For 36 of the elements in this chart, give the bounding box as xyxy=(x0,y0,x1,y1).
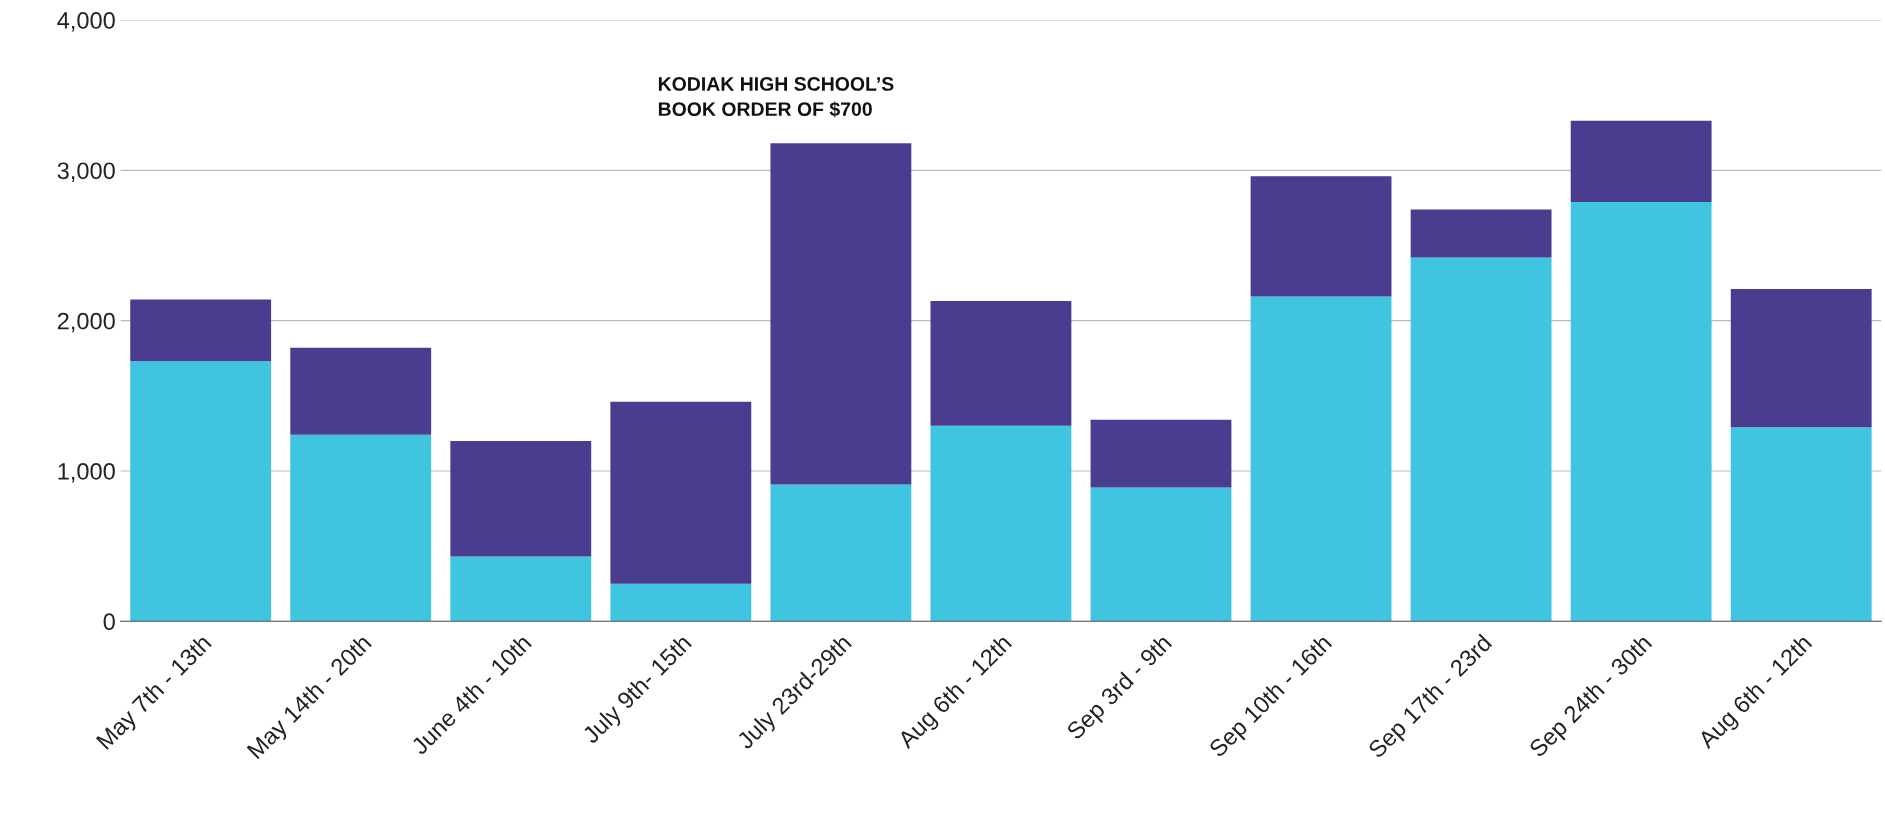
x-tick-label: Sep 10th - 16th xyxy=(1207,633,1336,762)
bar xyxy=(450,440,592,557)
bar xyxy=(130,361,272,622)
y-tick-label: 1,000 xyxy=(58,463,115,483)
bar xyxy=(290,347,432,435)
y-tick-label: 0 xyxy=(103,613,115,631)
bar xyxy=(450,556,592,622)
x-tick-label: Sep 24th - 30th xyxy=(1527,633,1656,762)
bar xyxy=(610,583,752,622)
bar xyxy=(1090,487,1232,622)
bar xyxy=(930,425,1072,622)
annotation: KODIAK HIGH SCHOOL’S BOOK ORDER OF $700 xyxy=(658,77,894,118)
bar xyxy=(1250,296,1392,622)
bar xyxy=(130,299,272,362)
bar xyxy=(1730,289,1872,428)
bar xyxy=(1570,120,1712,202)
bar xyxy=(770,484,912,622)
x-tick-label: May 7th - 13th xyxy=(95,633,216,754)
bar xyxy=(1410,209,1552,258)
x-tick-label: Sep 3rd - 9th xyxy=(1065,633,1176,744)
y-tick-label: 2,000 xyxy=(57,312,115,333)
y-tick-label: 3,000 xyxy=(57,162,115,182)
bar xyxy=(610,401,752,584)
x-tick-label: Aug 6th - 12th xyxy=(1696,633,1816,753)
x-tick-label: Aug 6th - 12th xyxy=(896,633,1016,753)
x-tick-label: July 9th- 15th xyxy=(580,633,696,748)
bar xyxy=(770,143,912,485)
bar xyxy=(1250,176,1392,297)
bar xyxy=(1570,201,1712,622)
bar xyxy=(290,434,432,622)
bar xyxy=(1410,257,1552,622)
bar xyxy=(1730,427,1872,622)
x-tick-label: May 14th - 20th xyxy=(246,633,376,763)
bar xyxy=(930,301,1072,426)
bar xyxy=(1090,419,1232,488)
y-tick-label: 4,000 xyxy=(57,12,115,32)
